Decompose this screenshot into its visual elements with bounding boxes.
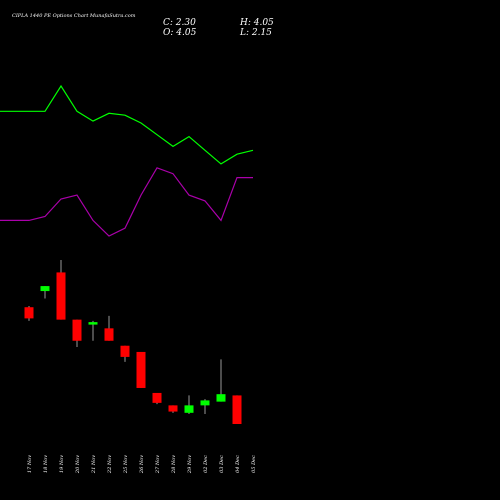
candle-body (216, 394, 226, 402)
candle-body (168, 405, 178, 412)
x-tick-label: 18 Nov (43, 455, 49, 473)
x-tick-label: 04 Dec (235, 455, 241, 473)
indicator-line-2 (0, 167, 253, 237)
candle-body (88, 322, 98, 325)
low-value: L: 2.15 (240, 28, 272, 38)
candle-body (72, 319, 82, 341)
x-tick-label: 26 Nov (139, 455, 145, 474)
candle-body (232, 395, 242, 424)
chart-title: CIPLA 1440 PE Options Chart MunafaSutra.… (12, 13, 136, 19)
candle-body (104, 328, 114, 341)
x-tick-label: 22 Nov (107, 455, 113, 474)
x-tick-label: 27 Nov (155, 455, 161, 474)
candle-body (56, 272, 66, 320)
open-value: O: 4.05 (163, 28, 197, 38)
x-tick-label: 05 Dec (251, 455, 257, 473)
x-tick-label: 25 Nov (123, 455, 129, 474)
candle-body (152, 392, 162, 403)
indicator-line-1 (0, 84, 254, 165)
x-tick-label: 21 Nov (91, 455, 97, 474)
candle-body (200, 400, 210, 406)
x-tick-label: 20 Nov (75, 455, 81, 474)
candle-body (120, 345, 130, 357)
candle-body (136, 351, 146, 388)
x-tick-label: 17 Nov (27, 455, 33, 473)
candle-body (184, 405, 194, 413)
candle-body (40, 286, 50, 292)
x-tick-label: 28 Nov (171, 455, 177, 474)
close-value: C: 2.30 (163, 18, 196, 28)
x-tick-label: 03 Dec (219, 455, 225, 473)
candle-body (24, 307, 34, 319)
x-tick-label: 29 Nov (187, 455, 193, 474)
high-value: H: 4.05 (240, 18, 274, 28)
x-tick-label: 19 Nov (59, 455, 65, 473)
x-tick-label: 02 Dec (203, 455, 209, 473)
